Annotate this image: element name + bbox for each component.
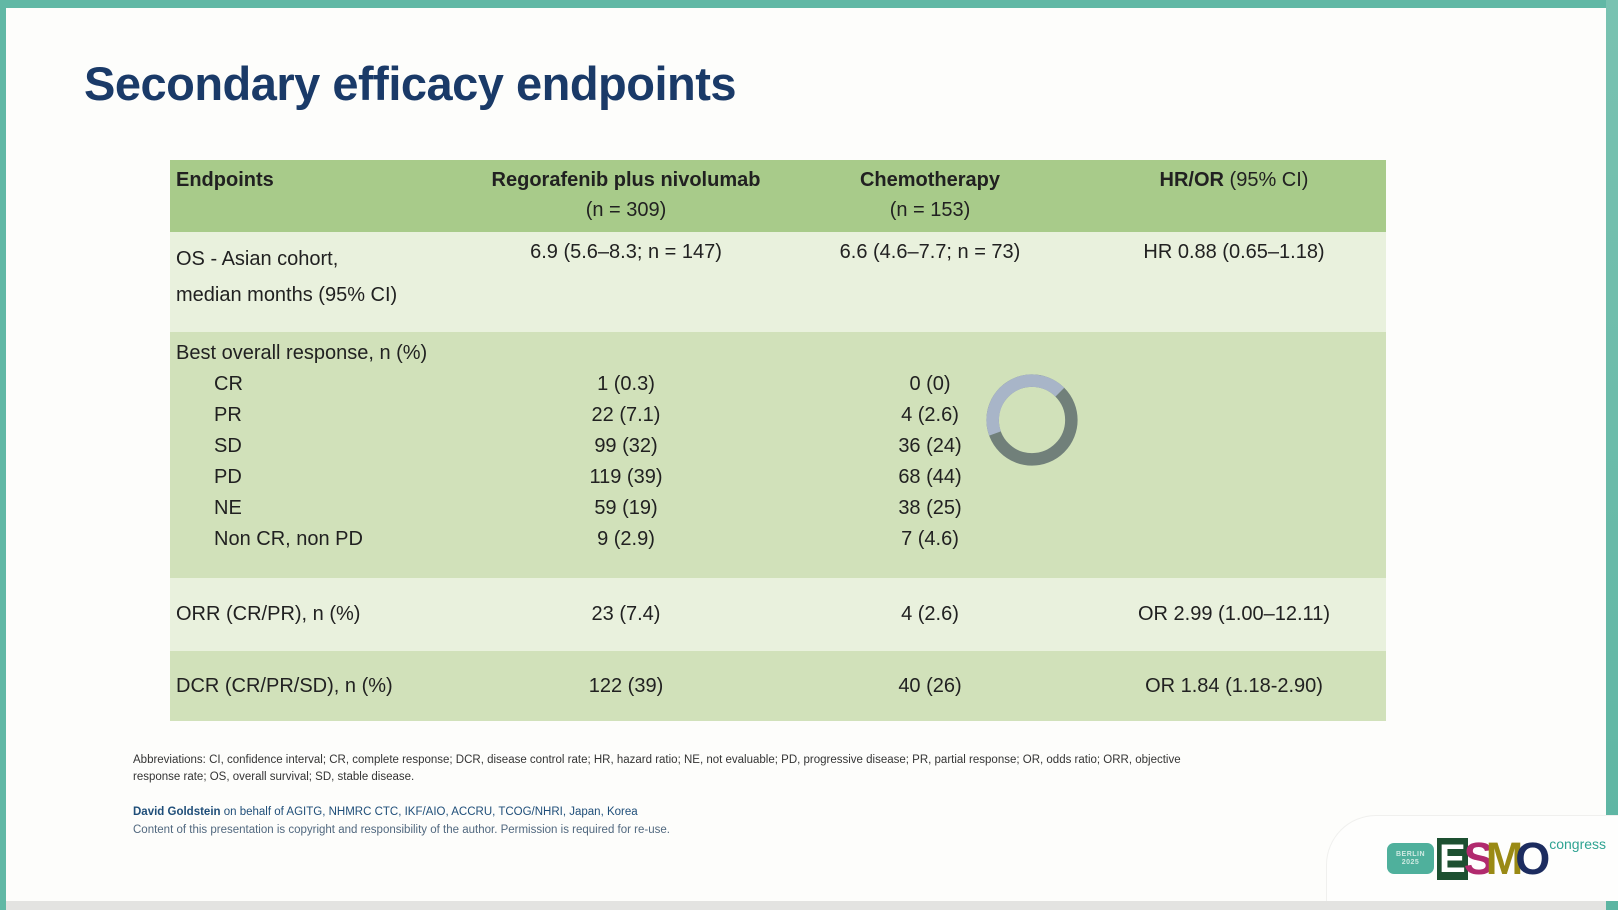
- pd-label: PD: [214, 466, 242, 488]
- attribution-line: David Goldstein on behalf of AGITG, NHMR…: [133, 806, 638, 818]
- esmo-logo-card: BERLIN 2025 E S M O congress: [1326, 815, 1618, 901]
- pr-arm2: 4 (2.6): [901, 404, 959, 426]
- dcr-label: DCR (CR/PR/SD), n (%): [176, 674, 393, 697]
- os-row-label: OS - Asian cohort, median months (95% CI…: [170, 241, 474, 332]
- orr-arm1: 23 (7.4): [591, 603, 661, 625]
- os-row-arm2: 6.6 (4.6–7.7; n = 73): [839, 241, 1021, 263]
- noncr-arm2: 7 (4.6): [901, 528, 959, 550]
- abbreviations-line2: response rate; OS, overall survival; SD,…: [133, 771, 415, 783]
- copyright-note: Content of this presentation is copyrigh…: [133, 824, 670, 836]
- sd-label: SD: [214, 435, 242, 457]
- frame-left-border: [0, 0, 6, 910]
- header-arm2-name: Chemotherapy: [859, 169, 1001, 191]
- ne-arm1: 59 (19): [594, 497, 658, 519]
- header-stat-rest: (95% CI): [1223, 169, 1309, 191]
- congress-label: congress: [1549, 835, 1607, 852]
- endpoints-table: Endpoints Regorafenib plus nivolumab (n …: [170, 160, 1386, 721]
- berlin-2025-badge: BERLIN 2025: [1387, 843, 1434, 874]
- noncr-label: Non CR, non PD: [214, 528, 363, 550]
- ne-label: NE: [214, 497, 242, 519]
- table-row-ne: NE 59 (19) 38 (25): [170, 493, 1386, 524]
- table-row-orr: ORR (CR/PR), n (%) 23 (7.4) 4 (2.6) OR 2…: [170, 578, 1386, 651]
- header-stat-bold: HR/OR: [1159, 169, 1224, 191]
- header-arm2-n: (n = 153): [889, 199, 971, 221]
- presenter-name: David Goldstein: [133, 806, 221, 818]
- frame-right-border: [1606, 0, 1618, 910]
- os-row-arm1: 6.9 (5.6–8.3; n = 147): [530, 241, 722, 263]
- os-row-label-line2: median months (95% CI): [176, 284, 398, 306]
- pd-arm2: 68 (44): [898, 466, 962, 488]
- esmo-letter-e: E: [1437, 836, 1468, 881]
- header-stat: HR/OR (95% CI): [1082, 169, 1386, 232]
- loading-spinner-icon: [986, 374, 1078, 466]
- pr-label: PR: [214, 404, 242, 426]
- orr-stat: OR 2.99 (1.00–12.11): [1138, 603, 1330, 625]
- os-row-stat: HR 0.88 (0.65–1.18): [1143, 241, 1325, 263]
- header-arm2: Chemotherapy (n = 153): [778, 169, 1082, 232]
- esmo-logo: E S M O: [1437, 833, 1550, 884]
- noncr-arm1: 9 (2.9): [597, 528, 655, 550]
- cr-arm1: 1 (0.3): [597, 373, 655, 395]
- header-arm1: Regorafenib plus nivolumab (n = 309): [474, 169, 778, 232]
- dcr-arm1: 122 (39): [588, 674, 664, 697]
- dcr-arm2: 40 (26): [898, 674, 962, 697]
- table-header-row: Endpoints Regorafenib plus nivolumab (n …: [170, 160, 1386, 232]
- orr-arm2: 4 (2.6): [901, 603, 959, 625]
- cr-label: CR: [214, 373, 243, 395]
- bor-section-label: Best overall response, n (%): [176, 342, 428, 364]
- attribution-groups: on behalf of AGITG, NHMRC CTC, IKF/AIO, …: [220, 806, 638, 818]
- pd-arm1: 119 (39): [589, 466, 663, 488]
- dcr-stat: OR 1.84 (1.18-2.90): [1145, 674, 1323, 697]
- table-row-dcr: DCR (CR/PR/SD), n (%) 122 (39) 40 (26) O…: [170, 651, 1386, 721]
- bottom-strip: [0, 901, 1618, 910]
- os-row-label-line1: OS - Asian cohort,: [176, 248, 339, 270]
- table-row-pd: PD 119 (39) 68 (44): [170, 462, 1386, 493]
- badge-year: 2025: [1401, 858, 1420, 866]
- sd-arm2: 36 (24): [898, 435, 962, 457]
- ne-arm2: 38 (25): [898, 497, 962, 519]
- abbreviations-note: Abbreviations: CI, confidence interval; …: [133, 752, 1453, 786]
- header-endpoints: Endpoints: [176, 169, 274, 191]
- table-section-best-overall-response: Best overall response, n (%) CR 1 (0.3) …: [170, 332, 1386, 578]
- abbreviations-line1: Abbreviations: CI, confidence interval; …: [133, 754, 1181, 766]
- orr-label: ORR (CR/PR), n (%): [176, 603, 361, 625]
- sd-arm1: 99 (32): [594, 435, 658, 457]
- slide-title: Secondary efficacy endpoints: [84, 57, 737, 110]
- table-row-sd: SD 99 (32) 36 (24): [170, 431, 1386, 462]
- esmo-letter-o: O: [1515, 833, 1550, 884]
- table-row-cr: CR 1 (0.3) 0 (0): [170, 369, 1386, 400]
- frame-top-border: [0, 0, 1618, 8]
- header-arm1-n: (n = 309): [585, 199, 667, 221]
- pr-arm1: 22 (7.1): [591, 404, 661, 426]
- cr-arm2: 0 (0): [909, 373, 951, 395]
- table-row-noncr-nonpd: Non CR, non PD 9 (2.9) 7 (4.6): [170, 524, 1386, 555]
- badge-city: BERLIN: [1395, 850, 1426, 858]
- header-arm1-name: Regorafenib plus nivolumab: [491, 169, 761, 191]
- esmo-letter-s: S: [1463, 833, 1494, 884]
- table-row-os: OS - Asian cohort, median months (95% CI…: [170, 232, 1386, 332]
- esmo-letter-m: M: [1485, 833, 1523, 884]
- table-row-pr: PR 22 (7.1) 4 (2.6): [170, 400, 1386, 431]
